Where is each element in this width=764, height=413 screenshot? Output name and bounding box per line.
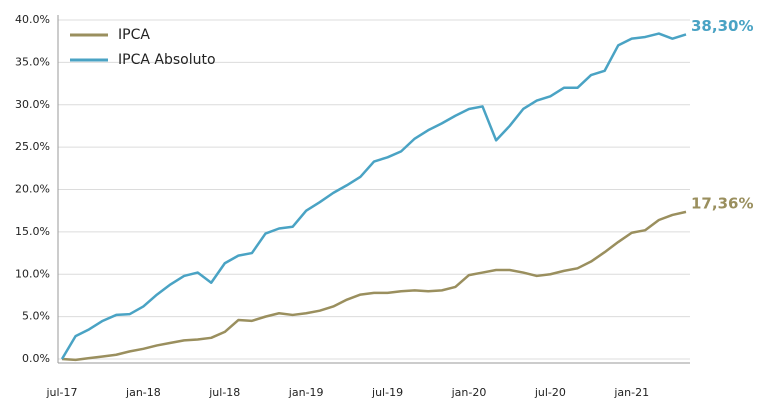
y-tick-label: 25.0% — [15, 140, 50, 153]
line-series — [60, 32, 687, 360]
end-label: 17,36% — [691, 194, 753, 212]
y-tick-label: 35.0% — [15, 55, 50, 68]
legend-label: IPCA — [118, 27, 150, 43]
y-tick-label: 5.0% — [22, 310, 50, 323]
y-tick-label: 10.0% — [15, 267, 50, 280]
x-tick-label: jan-19 — [288, 386, 324, 399]
x-tick-label: jul-17 — [45, 386, 77, 399]
x-tick-label: jan-18 — [125, 386, 161, 399]
legend-label: IPCA Absoluto — [118, 52, 216, 68]
x-tick-label: jul-18 — [208, 386, 240, 399]
y-tick-label: 40.0% — [15, 13, 50, 26]
x-tick-label: jul-19 — [371, 386, 403, 399]
y-tick-label: 30.0% — [15, 98, 50, 111]
y-tick-label: 15.0% — [15, 225, 50, 238]
x-tick-label: jan-20 — [451, 386, 487, 399]
x-tick-label: jul-20 — [534, 386, 566, 399]
y-tick-label: 0.0% — [22, 352, 50, 365]
end-label: 38,30% — [691, 17, 753, 35]
line-series — [61, 210, 687, 362]
y-tick-label: 20.0% — [15, 183, 50, 196]
x-tick-label: jan-21 — [613, 386, 649, 399]
